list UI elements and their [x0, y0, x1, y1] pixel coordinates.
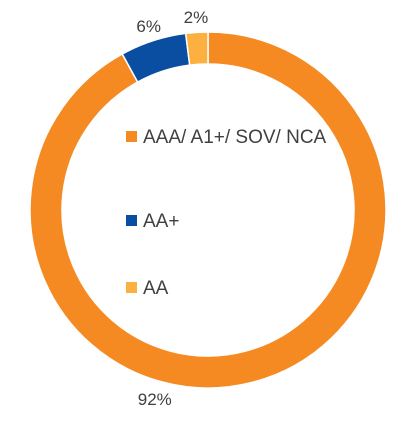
slice-2: [184, 31, 209, 66]
legend-item-aa-plus: AA+: [126, 208, 333, 236]
legend-item-aa: AA: [126, 275, 333, 303]
data-label-2: 2%: [184, 8, 209, 27]
data-label-0: 92%: [138, 390, 172, 409]
data-labels-group: 92% 6% 2%: [136, 8, 208, 409]
legend-item-aaa: AAA/ A1+/ SOV/ NCA: [126, 124, 333, 152]
legend-label-aaa: AAA/ A1+/ SOV/ NCA: [143, 127, 327, 148]
slices-group: [29, 31, 387, 389]
legend-label-aa-plus: AA+: [143, 211, 180, 232]
legend-swatch-aa-plus: [126, 215, 137, 226]
legend-label-aa: AA: [143, 278, 169, 299]
legend-swatch-aa: [126, 282, 137, 293]
data-label-1: 6%: [136, 17, 161, 36]
slice-0: [29, 31, 387, 389]
legend-swatch-aaa: [126, 131, 137, 142]
